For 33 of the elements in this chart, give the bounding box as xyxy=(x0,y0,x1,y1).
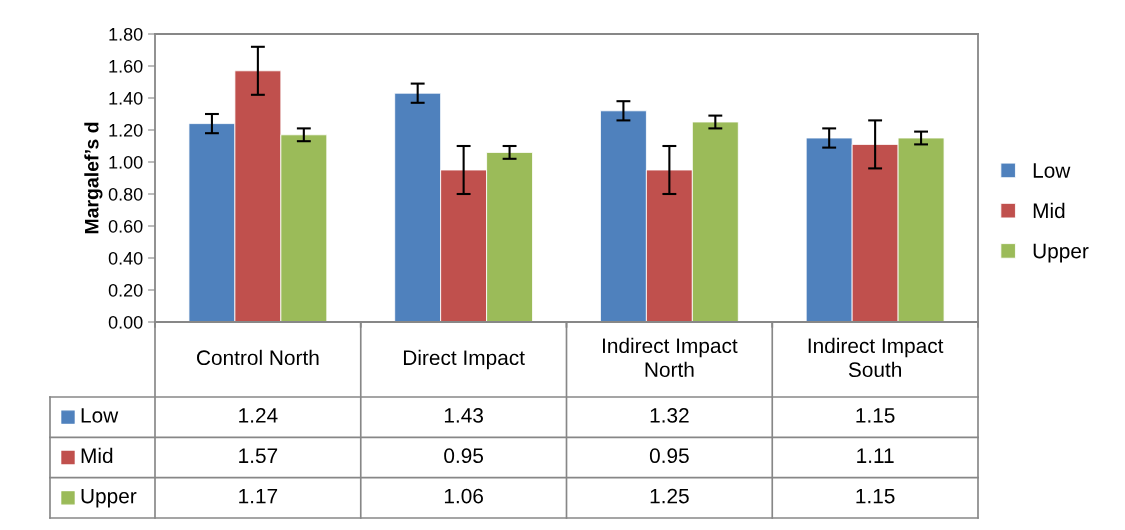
y-tick-label: 0.80 xyxy=(108,187,143,201)
data-label: 1.11 xyxy=(857,448,894,463)
legend-label: Mid xyxy=(1033,202,1065,219)
x-tick-label: Control North xyxy=(196,349,319,366)
x-tick-label: Direct Impact xyxy=(403,349,525,370)
data-label: 1.24 xyxy=(239,408,278,423)
data-label: 1.15 xyxy=(856,488,895,504)
data-label: 1.43 xyxy=(444,408,483,423)
legend-label: Low xyxy=(81,408,119,423)
x-tick-label: Indirect Impact South xyxy=(808,337,944,378)
data-label: 0.95 xyxy=(444,448,484,464)
legend-label: Upper xyxy=(1033,243,1089,263)
text: Mid xyxy=(81,447,113,464)
y-tick-label: 1.60 xyxy=(109,59,143,73)
data-label: 1.15 xyxy=(856,408,895,423)
y-tick-label: 0.60 xyxy=(108,219,143,233)
y-tick-label: 1.40 xyxy=(109,91,143,105)
data-label: 1.17 xyxy=(239,488,278,504)
y-tick-label: 0.20 xyxy=(108,283,143,297)
data-label: 1.32 xyxy=(650,408,689,423)
y-tick-label: 1.00 xyxy=(109,155,143,169)
data-label: 1.06 xyxy=(444,488,483,504)
data-label: 1.57 xyxy=(239,448,278,464)
data-label: 1.25 xyxy=(650,488,689,504)
y-tick-label: 0.00 xyxy=(108,315,143,329)
y-axis-title: Margalef’s d xyxy=(84,122,103,234)
text: Low xyxy=(1033,163,1071,178)
data-label: 0.95 xyxy=(649,448,689,464)
y-tick-label: 1.20 xyxy=(109,123,143,137)
y-tick-label: 1.80 xyxy=(109,27,143,41)
y-tick-label: 0.40 xyxy=(108,251,143,265)
text: Upper xyxy=(81,488,137,508)
x-tick-label: Indirect Impact North xyxy=(602,337,738,378)
